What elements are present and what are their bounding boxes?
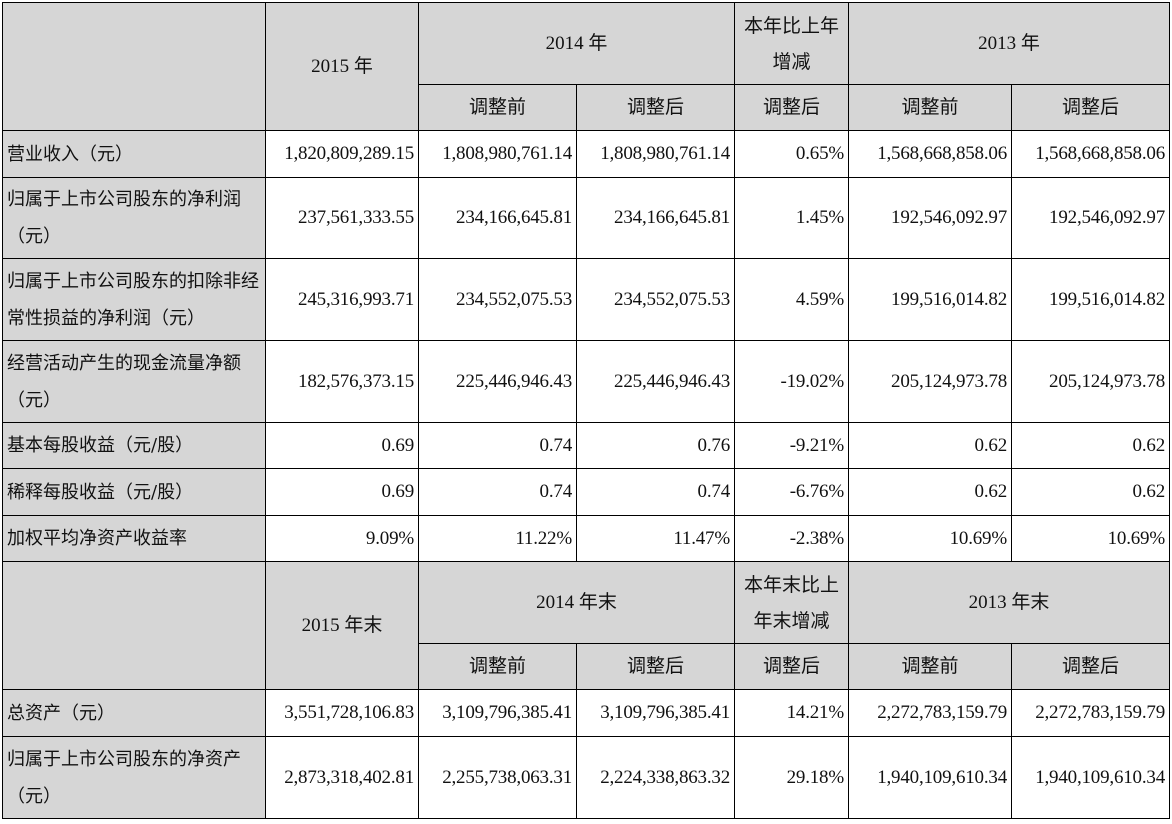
cell-value: 237,561,333.55: [265, 177, 419, 259]
table-row: 总资产（元） 3,551,728,106.83 3,109,796,385.41…: [2, 689, 1170, 737]
cell-value: 234,552,075.53: [576, 258, 735, 341]
cell-value: 192,546,092.97: [1011, 177, 1170, 259]
col-header-2015: 2015 年: [265, 2, 419, 131]
subheader-before: 调整前: [848, 84, 1012, 131]
cell-value: 1,568,668,858.06: [848, 130, 1012, 178]
subheader-after: 调整后: [1011, 84, 1170, 131]
cell-value: 3,109,796,385.41: [576, 689, 735, 737]
cell-value: 0.74: [418, 468, 577, 516]
col-header-2014: 2014 年: [418, 2, 735, 85]
cell-value: 182,576,373.15: [265, 340, 419, 423]
col-header-change: 本年比上年增减: [734, 2, 849, 85]
cell-value: 234,552,075.53: [418, 258, 577, 341]
cell-value: 0.76: [576, 422, 735, 469]
cell-value: 14.21%: [734, 689, 849, 737]
table-row: 基本每股收益（元/股） 0.69 0.74 0.76 -9.21% 0.62 0…: [2, 422, 1170, 469]
cell-value: 0.74: [576, 468, 735, 516]
col-header-2013: 2013 年: [848, 2, 1170, 85]
table-row: 营业收入（元） 1,820,809,289.15 1,808,980,761.1…: [2, 130, 1170, 178]
table-row: 稀释每股收益（元/股） 0.69 0.74 0.74 -6.76% 0.62 0…: [2, 468, 1170, 516]
col-header-change-end: 本年末比上年末增减: [734, 561, 849, 644]
cell-value: 11.47%: [576, 515, 735, 562]
cell-value: 2,224,338,863.32: [576, 736, 735, 819]
cell-value: 2,272,783,159.79: [1011, 689, 1170, 737]
corner-header-cell: [2, 561, 266, 690]
cell-value: 234,166,645.81: [418, 177, 577, 259]
cell-value: -2.38%: [734, 515, 849, 562]
row-label: 归属于上市公司股东的扣除非经常性损益的净利润（元）: [2, 258, 266, 341]
corner-header-cell: [2, 2, 266, 131]
table-row: 归属于上市公司股东的净利润（元） 237,561,333.55 234,166,…: [2, 177, 1170, 259]
row-label: 营业收入（元）: [2, 130, 266, 178]
row-label: 总资产（元）: [2, 689, 266, 737]
cell-value: 192,546,092.97: [848, 177, 1012, 259]
cell-value: -19.02%: [734, 340, 849, 423]
cell-value: 225,446,946.43: [418, 340, 577, 423]
cell-value: 1,820,809,289.15: [265, 130, 419, 178]
table-row: 归属于上市公司股东的净资产（元） 2,873,318,402.81 2,255,…: [2, 736, 1170, 819]
cell-value: 205,124,973.78: [848, 340, 1012, 423]
row-label: 归属于上市公司股东的净利润（元）: [2, 177, 266, 259]
row-label: 归属于上市公司股东的净资产（元）: [2, 736, 266, 819]
cell-value: 1,808,980,761.14: [576, 130, 735, 178]
table-row: 加权平均净资产收益率 9.09% 11.22% 11.47% -2.38% 10…: [2, 515, 1170, 562]
cell-value: 1,940,109,610.34: [848, 736, 1012, 819]
cell-value: 29.18%: [734, 736, 849, 819]
cell-value: 0.74: [418, 422, 577, 469]
cell-value: 1,568,668,858.06: [1011, 130, 1170, 178]
subheader-after: 调整后: [734, 643, 849, 690]
cell-value: 0.69: [265, 422, 419, 469]
cell-value: 4.59%: [734, 258, 849, 341]
col-header-2014-end: 2014 年末: [418, 561, 735, 644]
cell-value: 245,316,993.71: [265, 258, 419, 341]
subheader-before: 调整前: [848, 643, 1012, 690]
subheader-after: 调整后: [576, 643, 735, 690]
cell-value: 0.62: [848, 468, 1012, 516]
cell-value: 205,124,973.78: [1011, 340, 1170, 423]
cell-value: 2,873,318,402.81: [265, 736, 419, 819]
cell-value: 0.62: [848, 422, 1012, 469]
cell-value: 1,808,980,761.14: [418, 130, 577, 178]
cell-value: 3,109,796,385.41: [418, 689, 577, 737]
cell-value: 0.69: [265, 468, 419, 516]
col-header-2013-end: 2013 年末: [848, 561, 1170, 644]
cell-value: 11.22%: [418, 515, 577, 562]
cell-value: 2,272,783,159.79: [848, 689, 1012, 737]
cell-value: 10.69%: [848, 515, 1012, 562]
cell-value: 0.62: [1011, 468, 1170, 516]
subheader-after: 调整后: [576, 84, 735, 131]
cell-value: 199,516,014.82: [848, 258, 1012, 341]
cell-value: 3,551,728,106.83: [265, 689, 419, 737]
row-label: 稀释每股收益（元/股）: [2, 468, 266, 516]
cell-value: 234,166,645.81: [576, 177, 735, 259]
cell-value: 9.09%: [265, 515, 419, 562]
col-header-2015-end: 2015 年末: [265, 561, 419, 690]
cell-value: 225,446,946.43: [576, 340, 735, 423]
table-row: 经营活动产生的现金流量净额（元） 182,576,373.15 225,446,…: [2, 340, 1170, 423]
row-label: 加权平均净资产收益率: [2, 515, 266, 562]
subheader-before: 调整前: [418, 643, 577, 690]
cell-value: 10.69%: [1011, 515, 1170, 562]
row-label: 基本每股收益（元/股）: [2, 422, 266, 469]
row-label: 经营活动产生的现金流量净额（元）: [2, 340, 266, 423]
cell-value: 199,516,014.82: [1011, 258, 1170, 341]
subheader-after: 调整后: [734, 84, 849, 131]
cell-value: 0.65%: [734, 130, 849, 178]
cell-value: -9.21%: [734, 422, 849, 469]
cell-value: 2,255,738,063.31: [418, 736, 577, 819]
cell-value: 1,940,109,610.34: [1011, 736, 1170, 819]
table-row: 归属于上市公司股东的扣除非经常性损益的净利润（元） 245,316,993.71…: [2, 258, 1170, 341]
cell-value: 1.45%: [734, 177, 849, 259]
cell-value: 0.62: [1011, 422, 1170, 469]
subheader-after: 调整后: [1011, 643, 1170, 690]
cell-value: -6.76%: [734, 468, 849, 516]
subheader-before: 调整前: [418, 84, 577, 131]
